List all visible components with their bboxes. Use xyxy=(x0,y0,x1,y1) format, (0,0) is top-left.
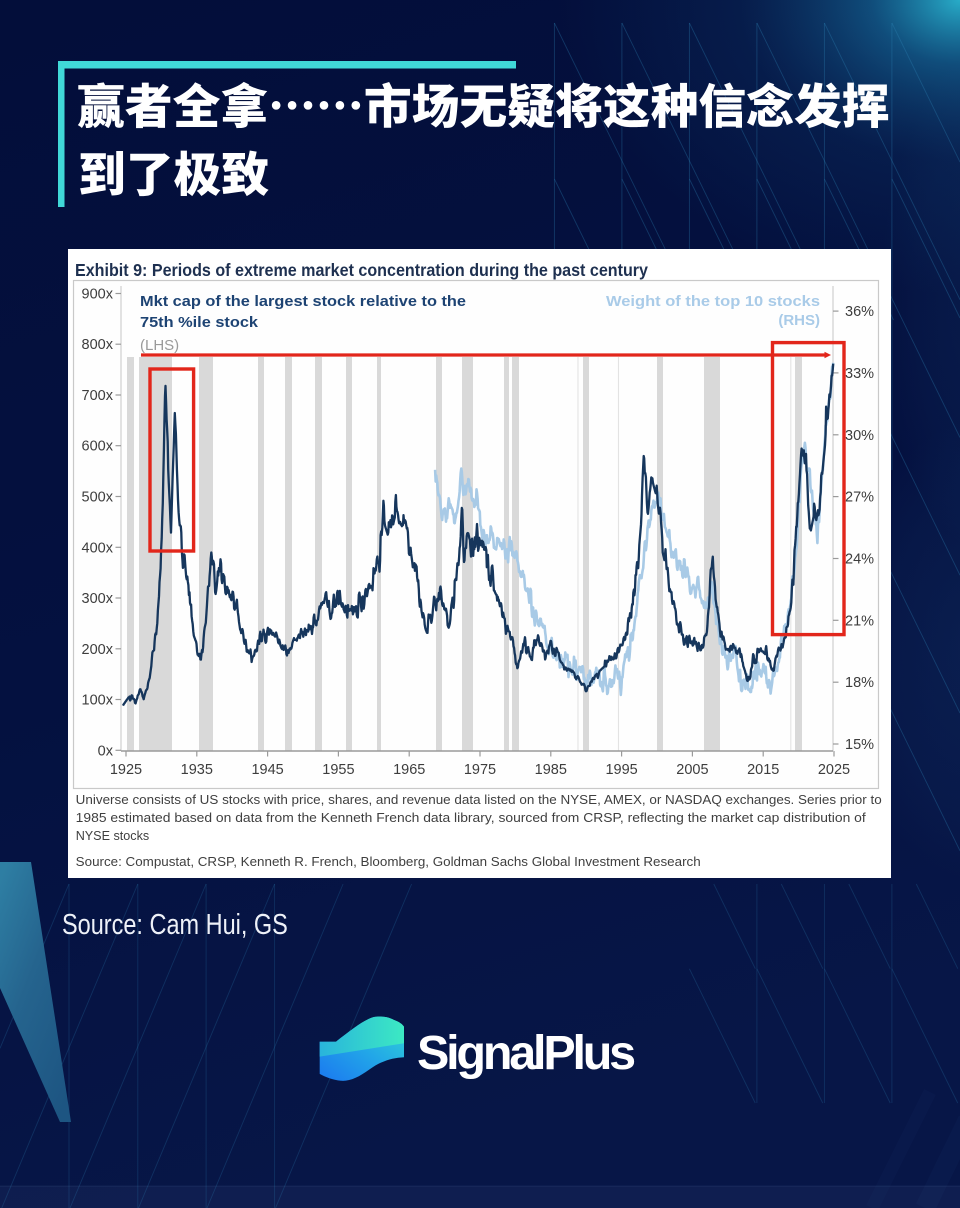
svg-text:1945: 1945 xyxy=(251,762,283,778)
svg-text:(RHS): (RHS) xyxy=(778,312,820,329)
svg-text:300x: 300x xyxy=(82,591,114,607)
svg-text:Universe consists of US stocks: Universe consists of US stocks with pric… xyxy=(76,793,882,807)
svg-text:15%: 15% xyxy=(845,737,874,753)
svg-text:100x: 100x xyxy=(82,693,114,709)
svg-text:75th %ile stock: 75th %ile stock xyxy=(140,314,259,331)
svg-text:200x: 200x xyxy=(82,642,114,658)
svg-text:1985: 1985 xyxy=(535,762,567,778)
svg-text:Exhibit 9: Periods of extreme: Exhibit 9: Periods of extreme market con… xyxy=(75,260,648,280)
svg-text:NYSE stocks: NYSE stocks xyxy=(76,829,149,843)
svg-text:21%: 21% xyxy=(845,613,874,629)
svg-text:Mkt cap of the largest stock r: Mkt cap of the largest stock relative to… xyxy=(140,293,466,310)
svg-text:500x: 500x xyxy=(82,490,114,506)
svg-text:2005: 2005 xyxy=(676,762,708,778)
svg-text:SignalPlus: SignalPlus xyxy=(417,1026,634,1080)
svg-text:1925: 1925 xyxy=(110,762,142,778)
svg-text:27%: 27% xyxy=(845,490,874,506)
svg-text:1995: 1995 xyxy=(605,762,637,778)
svg-text:400x: 400x xyxy=(82,540,114,556)
svg-text:30%: 30% xyxy=(845,428,874,444)
svg-text:24%: 24% xyxy=(845,552,874,568)
svg-text:33%: 33% xyxy=(845,366,874,382)
svg-text:1965: 1965 xyxy=(393,762,425,778)
svg-text:1985 estimated based on data f: 1985 estimated based on data from the Ke… xyxy=(76,811,867,825)
svg-text:1975: 1975 xyxy=(464,762,496,778)
svg-text:700x: 700x xyxy=(82,388,114,404)
svg-text:Source: Compustat, CRSP, Kenne: Source: Compustat, CRSP, Kenneth R. Fren… xyxy=(76,855,701,869)
svg-text:2015: 2015 xyxy=(747,762,779,778)
svg-text:18%: 18% xyxy=(845,675,874,691)
svg-text:0x: 0x xyxy=(98,743,114,759)
svg-text:36%: 36% xyxy=(845,304,874,320)
svg-text:900x: 900x xyxy=(82,287,114,303)
svg-text:800x: 800x xyxy=(82,337,114,353)
svg-text:1935: 1935 xyxy=(181,762,213,778)
svg-text:600x: 600x xyxy=(82,439,114,455)
svg-text:1955: 1955 xyxy=(322,762,354,778)
svg-text:2025: 2025 xyxy=(818,762,850,778)
svg-text:(LHS): (LHS) xyxy=(140,337,179,354)
svg-text:Weight of the top 10 stocks: Weight of the top 10 stocks xyxy=(606,293,820,310)
